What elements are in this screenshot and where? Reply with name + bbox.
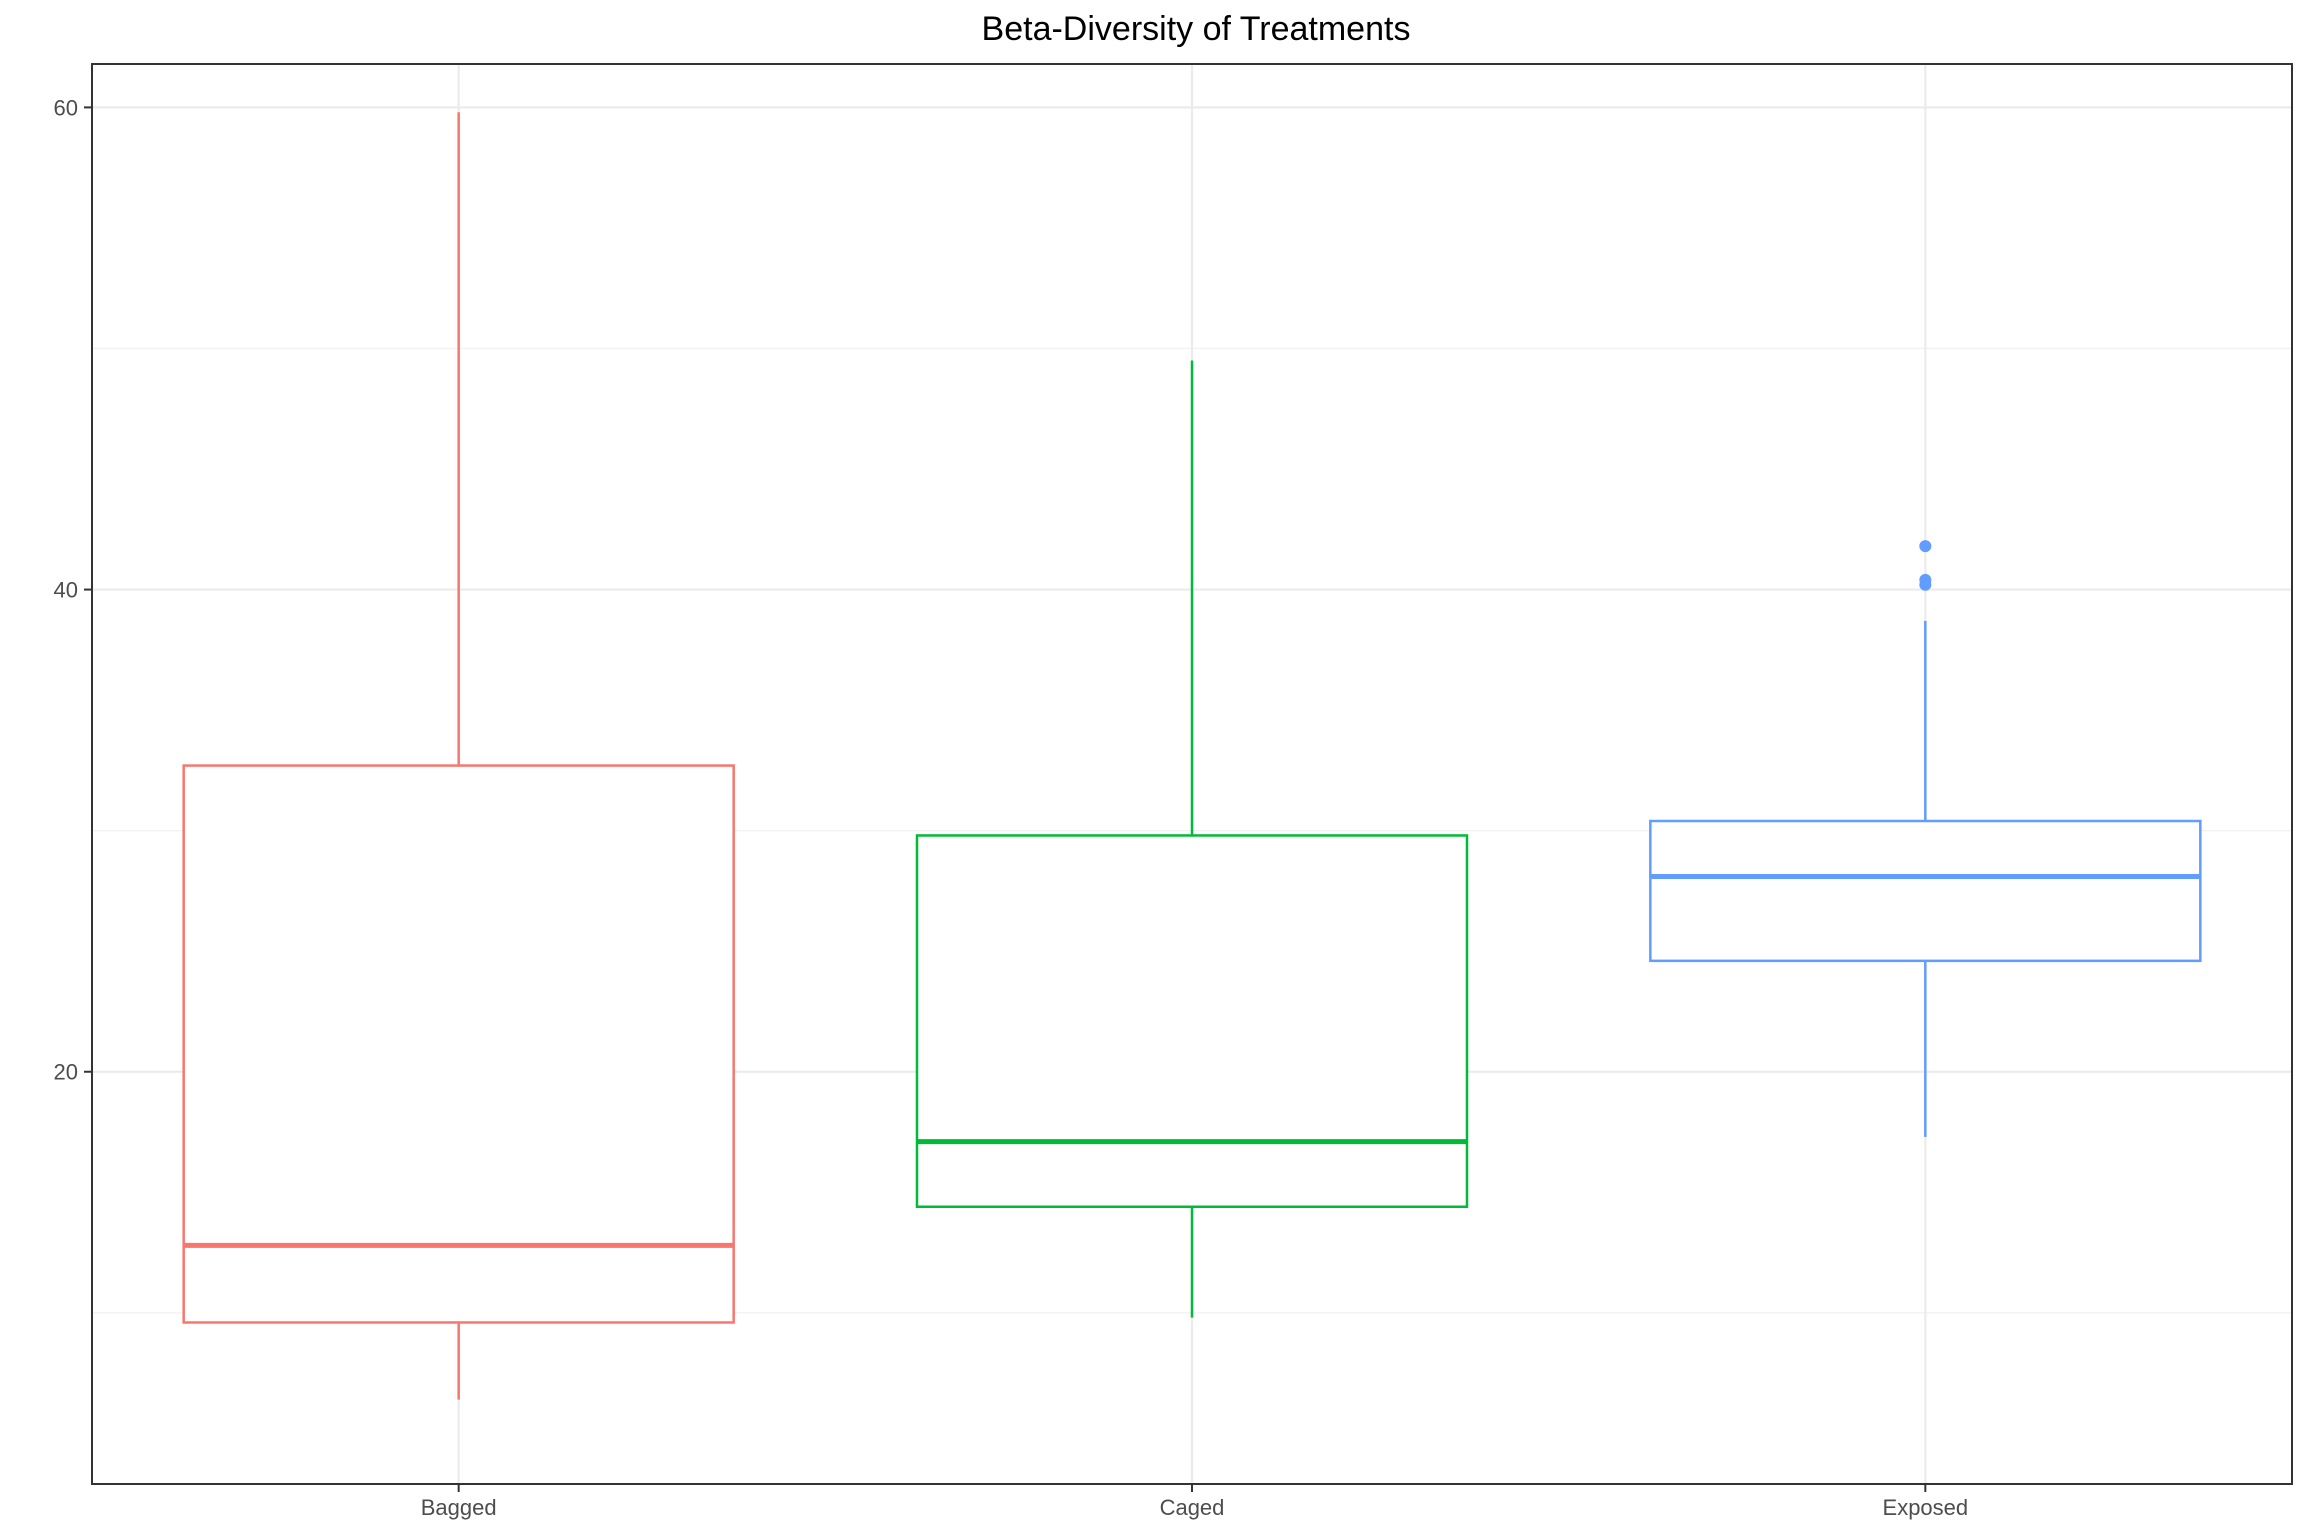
box-body: [182, 764, 735, 1324]
x-tick-label: Bagged: [421, 1495, 497, 1520]
y-tick-label: 20: [54, 1060, 78, 1085]
box-bagged: [182, 112, 735, 1400]
y-tick-label: 60: [54, 95, 78, 120]
y-tick-label: 40: [54, 578, 78, 603]
box-body: [1649, 819, 2202, 963]
box-body: [915, 834, 1469, 1209]
chart-title: Beta-Diversity of Treatments: [982, 10, 1411, 48]
boxes: [182, 112, 2202, 1400]
x-tick-label: Caged: [1160, 1495, 1225, 1520]
outlier-point: [1919, 540, 1932, 553]
outlier-point: [1919, 573, 1932, 586]
axes: 20 40 60 Bagged Caged Exposed: [54, 95, 1969, 1520]
x-tick-label: Exposed: [1883, 1495, 1969, 1520]
box-exposed: [1649, 540, 2202, 1137]
box-caged: [915, 360, 1469, 1318]
